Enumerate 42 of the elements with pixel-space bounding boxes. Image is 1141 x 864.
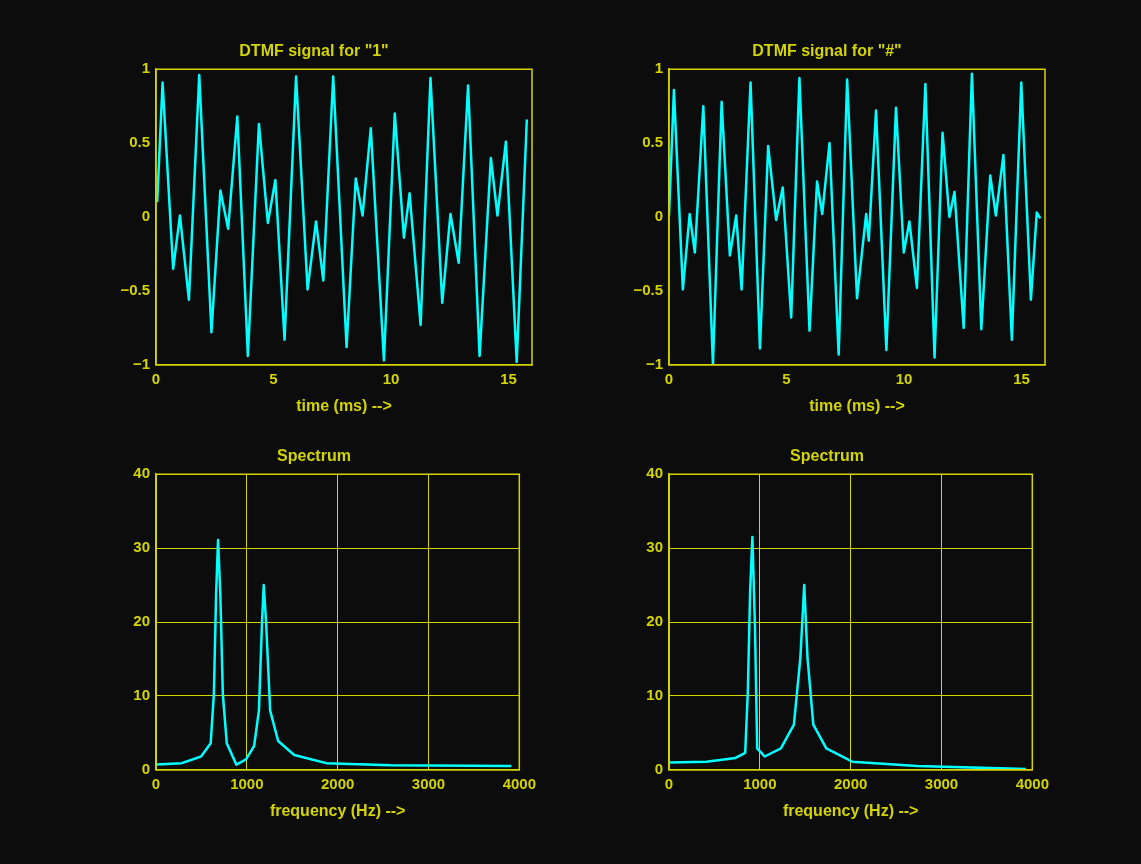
x-tick-label: 2000 bbox=[320, 774, 355, 792]
y-tick-label: 30 bbox=[133, 538, 150, 556]
x-axis-title: time (ms) --> bbox=[809, 396, 905, 414]
x-tick-label: 5 bbox=[269, 369, 278, 387]
chart-title: Spectrum bbox=[790, 447, 864, 465]
y-tick-label: 1 bbox=[654, 59, 663, 77]
x-tick-label: 4000 bbox=[502, 774, 536, 792]
x-tick-label: 5 bbox=[782, 369, 791, 387]
y-tick-label: 10 bbox=[646, 686, 663, 704]
chart-title: DTMF signal for "#" bbox=[752, 42, 902, 60]
x-tick-label: 15 bbox=[1013, 369, 1030, 387]
x-axis-title: frequency (Hz) --> bbox=[782, 801, 919, 819]
y-tick-label: 30 bbox=[646, 538, 663, 556]
y-tick-label: 0 bbox=[141, 759, 150, 777]
chart-title: DTMF signal for "1" bbox=[239, 42, 389, 60]
x-tick-label: 3000 bbox=[924, 774, 959, 792]
y-tick-label: 0.5 bbox=[642, 133, 663, 151]
y-tick-label: −1 bbox=[645, 354, 663, 372]
x-tick-label: 2000 bbox=[833, 774, 868, 792]
x-tick-label: 15 bbox=[500, 369, 517, 387]
y-tick-label: 1 bbox=[141, 59, 150, 77]
y-tick-label: −0.5 bbox=[120, 281, 150, 299]
y-tick-label: 10 bbox=[133, 686, 150, 704]
y-tick-label: 40 bbox=[133, 464, 150, 482]
x-axis-title: frequency (Hz) --> bbox=[269, 801, 406, 819]
y-tick-label: −1 bbox=[132, 354, 150, 372]
y-tick-label: 0 bbox=[654, 207, 663, 225]
x-tick-label: 3000 bbox=[411, 774, 446, 792]
y-tick-label: 0.5 bbox=[129, 133, 150, 151]
y-tick-label: 0 bbox=[141, 207, 150, 225]
y-tick-label: 0 bbox=[654, 759, 663, 777]
y-tick-label: 40 bbox=[646, 464, 663, 482]
x-tick-label: 4000 bbox=[1015, 774, 1049, 792]
x-tick-label: 10 bbox=[895, 369, 913, 387]
x-tick-label: 1000 bbox=[743, 774, 777, 792]
chart-title: Spectrum bbox=[277, 447, 351, 465]
y-tick-label: −0.5 bbox=[633, 281, 663, 299]
x-tick-label: 1000 bbox=[230, 774, 264, 792]
y-tick-label: 20 bbox=[133, 612, 150, 630]
x-tick-label: 10 bbox=[382, 369, 400, 387]
y-tick-label: 20 bbox=[646, 612, 663, 630]
x-axis-title: time (ms) --> bbox=[296, 396, 392, 414]
